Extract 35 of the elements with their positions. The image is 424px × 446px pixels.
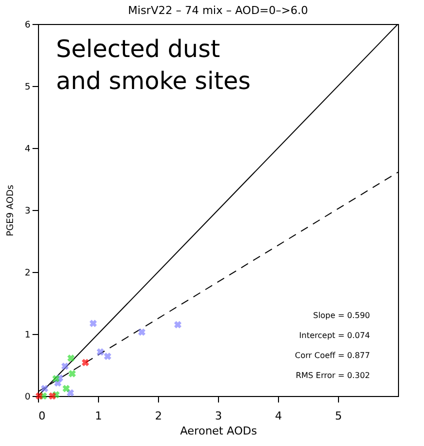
x-tick-label: 0 (38, 410, 46, 422)
x-tick-label: 1 (95, 410, 102, 422)
point (96, 348, 104, 356)
point (174, 321, 182, 328)
point (104, 352, 112, 360)
annotation: Slope = 0.590 (313, 311, 370, 320)
x-tick-label: 3 (215, 410, 222, 422)
y-tick-label: 2 (24, 268, 30, 278)
point (68, 370, 76, 378)
x-axis-title: Aeronet AODs (180, 424, 258, 438)
y-tick-label: 4 (24, 144, 31, 154)
annotation: Corr Coeff = 0.877 (294, 351, 370, 360)
point (82, 358, 90, 366)
point (62, 384, 70, 392)
point (48, 392, 56, 400)
point (61, 362, 69, 370)
point (138, 328, 146, 336)
point (40, 384, 48, 392)
x-tick-label: 2 (155, 410, 162, 422)
x-tick-label: 4 (275, 410, 282, 422)
x-tick-label: 5 (335, 410, 342, 422)
y-axis-title: PGE9 AODs (6, 184, 16, 236)
y-tick-label: 1 (24, 330, 30, 340)
chart-title: MisrV22 – 74 mix – AOD=0–>6.0 (128, 4, 308, 17)
y-tick-label: 3 (24, 206, 30, 216)
annotation: RMS Error = 0.302 (296, 371, 370, 380)
annotation: Selected dust and smoke sites (56, 35, 251, 95)
annotation: Intercept = 0.074 (299, 331, 370, 340)
y-tick-label: 5 (24, 82, 30, 92)
point (90, 320, 97, 328)
point (52, 374, 60, 382)
point (36, 392, 43, 400)
point (67, 354, 75, 362)
y-tick-label: 0 (24, 392, 31, 402)
y-tick-label: 6 (24, 20, 31, 30)
